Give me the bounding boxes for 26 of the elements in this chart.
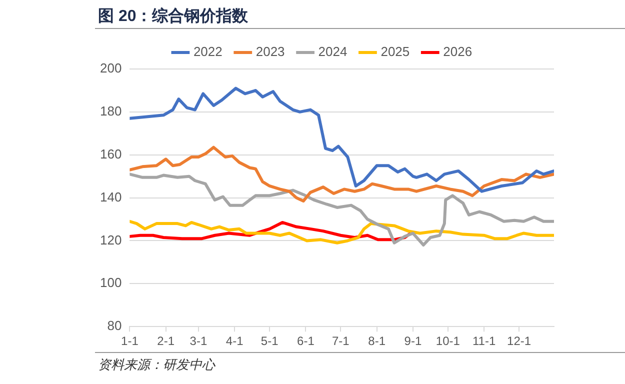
x-tick-label: 6-1 bbox=[297, 334, 315, 348]
y-tick-label: 180 bbox=[100, 104, 122, 119]
y-tick-label: 160 bbox=[100, 146, 122, 162]
legend-label: 2023 bbox=[256, 44, 285, 60]
x-tick-label: 3-1 bbox=[190, 334, 208, 348]
legend-label: 2024 bbox=[318, 44, 348, 60]
x-tick-label: 11-1 bbox=[472, 334, 496, 348]
x-tick-label: 9-1 bbox=[404, 334, 422, 348]
legend-label: 2025 bbox=[380, 44, 410, 60]
y-tick-label: 100 bbox=[100, 275, 122, 290]
x-tick-label: 10-1 bbox=[436, 334, 460, 348]
x-tick-label: 8-1 bbox=[368, 334, 386, 348]
x-tick-label: 4-1 bbox=[226, 334, 244, 348]
x-tick-label: 7-1 bbox=[332, 334, 350, 348]
y-tick-label: 120 bbox=[100, 232, 122, 248]
x-tick-label: 2-1 bbox=[157, 334, 175, 348]
y-tick-label: 200 bbox=[100, 60, 122, 76]
y-tick-label: 80 bbox=[107, 318, 122, 334]
chart-title: 图 20：综合钢价指数 bbox=[98, 6, 248, 27]
x-tick-label: 1-1 bbox=[121, 334, 139, 348]
legend-label: 2022 bbox=[193, 44, 222, 60]
y-tick-label: 140 bbox=[100, 189, 122, 204]
x-tick-label: 5-1 bbox=[260, 334, 279, 348]
text: 资料来源：研发中心 bbox=[98, 356, 215, 374]
legend-label: 2026 bbox=[443, 44, 472, 60]
x-tick-label: 12-1 bbox=[507, 334, 532, 348]
